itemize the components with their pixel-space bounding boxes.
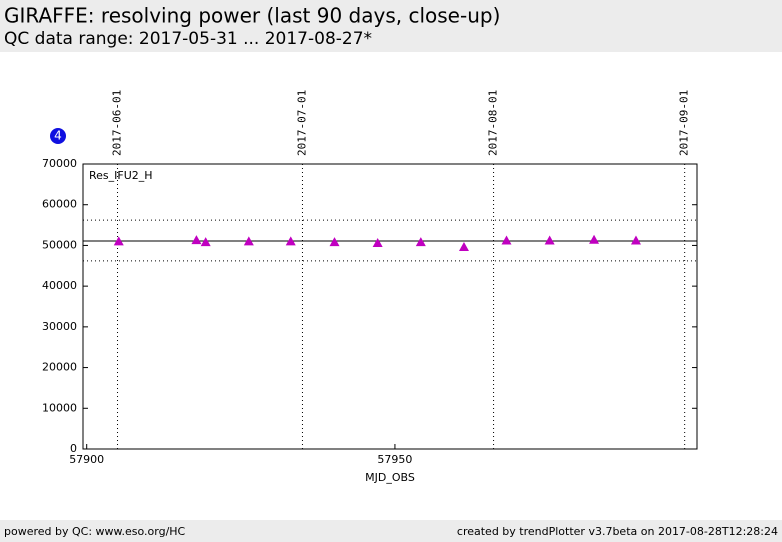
point [243, 236, 254, 246]
title: GIRAFFE: resolving power (last 90 days, … [4, 4, 500, 28]
point [285, 236, 296, 246]
point [415, 237, 426, 247]
point [630, 235, 641, 245]
y-tick-label: 10000 [42, 401, 77, 414]
point [544, 235, 555, 245]
point [372, 237, 383, 247]
date-tick-label: 2017-09-01 [678, 90, 691, 156]
x-axis-label: MJD_OBS [365, 471, 415, 484]
point [113, 236, 124, 246]
date-tick-label: 2017-07-01 [295, 90, 308, 156]
y-tick-label: 70000 [42, 157, 77, 170]
x-tick-label: 57950 [377, 453, 412, 466]
badge-label: 4 [54, 129, 62, 143]
y-tick-label: 20000 [42, 361, 77, 374]
point [458, 242, 469, 252]
date-tick-label: 2017-06-01 [111, 90, 124, 156]
y-tick-label: 40000 [42, 279, 77, 292]
point [501, 235, 512, 245]
x-tick-label: 57900 [69, 453, 104, 466]
series-label: Res_IFU2_H [89, 169, 153, 182]
footer-left: powered by QC: www.eso.org/HC [4, 525, 186, 538]
point [589, 234, 600, 244]
footer-bg [0, 520, 782, 542]
plot-area [82, 163, 698, 450]
badge [50, 128, 66, 144]
y-tick-label: 60000 [42, 198, 77, 211]
y-tick-label: 30000 [42, 320, 77, 333]
y-tick-label: 50000 [42, 238, 77, 251]
point [329, 237, 340, 247]
point [200, 237, 211, 247]
point [191, 235, 202, 245]
footer-right: created by trendPlotter v3.7beta on 2017… [457, 525, 778, 538]
header-bg [0, 0, 782, 52]
y-tick-label: 0 [70, 442, 77, 455]
subtitle: QC data range: 2017-05-31 ... 2017-08-27… [4, 29, 372, 49]
date-tick-label: 2017-08-01 [487, 90, 500, 156]
